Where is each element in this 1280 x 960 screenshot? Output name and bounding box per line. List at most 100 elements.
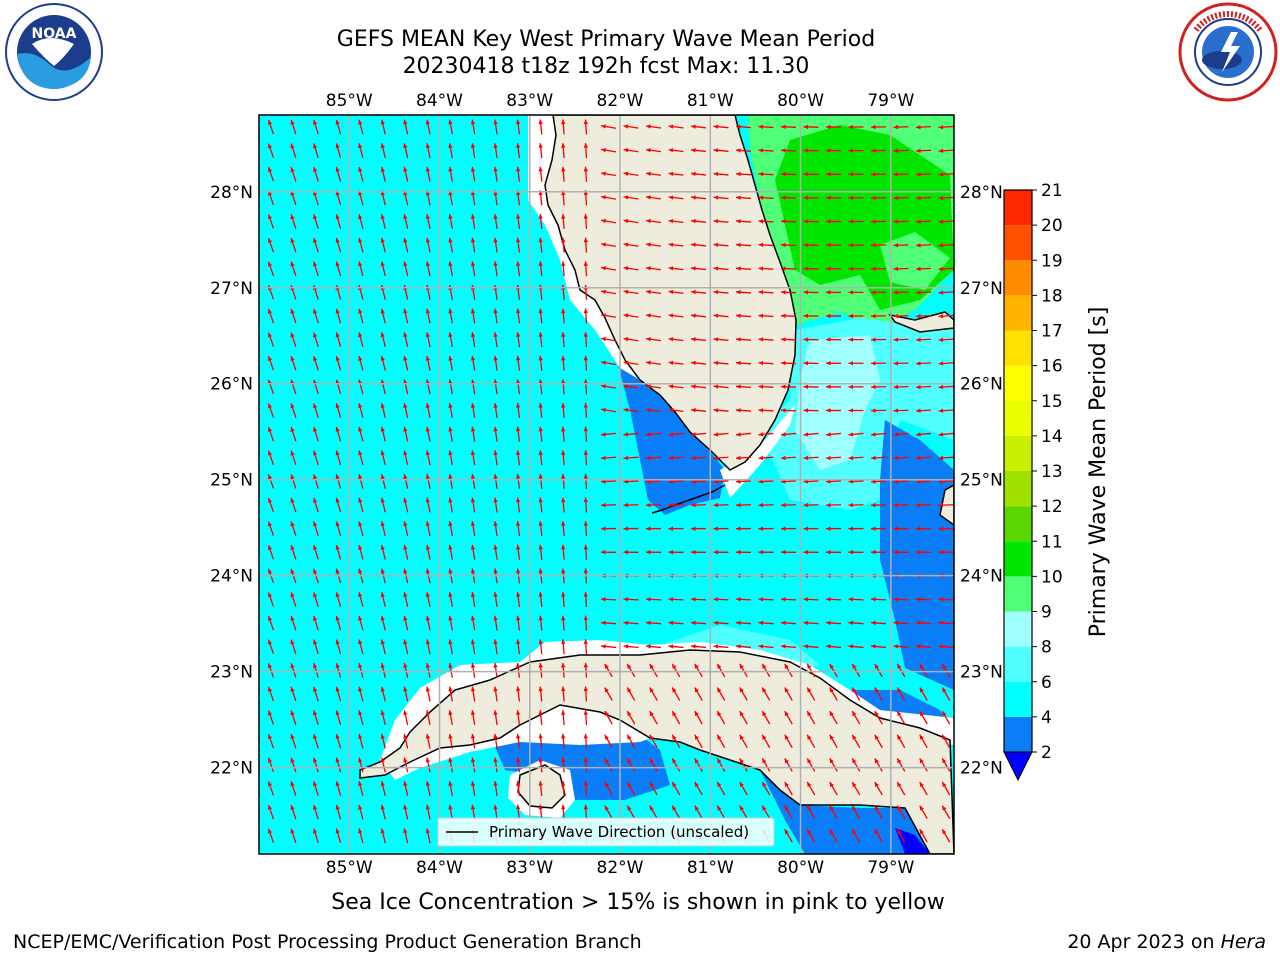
wave-arrow-head — [515, 450, 521, 456]
wave-arrow-head — [691, 408, 696, 413]
wave-arrow-head — [313, 615, 318, 621]
wave-arrow-head — [403, 804, 408, 810]
wave-arrow-head — [668, 360, 674, 366]
wave-arrow-head — [739, 711, 744, 717]
wave-arrow-head — [848, 620, 854, 626]
wave-arrow-head — [736, 644, 741, 649]
wave-arrow-head — [403, 639, 408, 645]
wave-arrow-head — [380, 686, 385, 692]
wave-arrow-head — [623, 266, 629, 271]
wave-arrow-head — [826, 195, 831, 201]
wave-arrow-head — [583, 781, 588, 786]
wave-arrow-head — [803, 124, 809, 130]
wave-arrow-head — [781, 360, 786, 366]
wave-arrow-head — [493, 403, 498, 408]
wave-arrow-head — [694, 663, 699, 669]
wave-arrow-head — [893, 550, 899, 555]
wave-arrow-head — [736, 124, 741, 129]
wave-arrow-head — [313, 804, 318, 810]
wave-arrow-head — [649, 782, 654, 787]
colorbar-tick-label: 9 — [1041, 603, 1052, 623]
wave-arrow-head — [267, 167, 273, 173]
wave-arrow-head — [380, 355, 385, 361]
wave-arrow-head — [717, 663, 722, 669]
wave-arrow-head — [425, 426, 431, 432]
wave-arrow-head — [358, 497, 363, 503]
wave-arrow-head — [425, 261, 431, 267]
wave-arrow-head — [871, 266, 876, 271]
wave-arrow-head — [493, 757, 498, 763]
wave-arrow-head — [403, 450, 408, 456]
wave-arrow-head — [672, 734, 677, 740]
wave-arrow-head — [713, 219, 719, 224]
wave-arrow-head — [313, 663, 318, 669]
wave-arrow-head — [583, 568, 588, 574]
wave-arrow-head — [403, 686, 408, 692]
wave-arrow-head — [583, 403, 588, 408]
wave-arrow-head — [646, 313, 651, 318]
wave-arrow-head — [493, 261, 498, 267]
wave-arrow-head — [313, 167, 318, 173]
wave-arrow-head — [826, 408, 831, 413]
wave-arrow-head — [448, 544, 453, 550]
wave-arrow-head — [803, 455, 809, 461]
wave-arrow-head — [448, 568, 453, 574]
wave-arrow-head — [826, 266, 831, 271]
map-frame — [258, 114, 955, 855]
wave-arrow-head — [739, 782, 744, 787]
wave-arrow-head — [736, 266, 741, 271]
wave-arrow-head — [627, 687, 632, 693]
lat-label-left: 22°N — [210, 759, 253, 779]
wave-arrow-head — [403, 143, 408, 149]
wave-arrow-head — [583, 332, 588, 337]
wave-arrow-head — [493, 190, 498, 196]
wave-arrow-head — [267, 592, 273, 598]
wave-arrow-head — [561, 662, 566, 668]
wave-arrow-head — [335, 403, 340, 409]
wave-arrow-head — [784, 711, 789, 717]
wave-arrow-head — [493, 544, 498, 550]
wave-arrow-head — [493, 332, 498, 337]
wave-arrow-head — [871, 219, 876, 224]
wave-arrow-head — [380, 474, 385, 479]
wave-arrow-head — [290, 450, 295, 456]
wave-arrow-head — [290, 616, 295, 621]
wave-arrow-head — [784, 829, 789, 835]
wave-arrow-head — [672, 687, 677, 693]
wave-arrow-head — [604, 782, 609, 787]
wave-arrow-head — [561, 166, 566, 172]
wave-arrow-head — [561, 355, 566, 361]
map-subtitle: 20230418 t18z 192h fcst Max: 11.30 — [402, 54, 810, 79]
colorbar-tick-label: 20 — [1041, 216, 1063, 236]
wave-arrow-head — [335, 214, 340, 220]
wave-arrow-head — [829, 805, 834, 811]
wave-arrow-head — [713, 148, 719, 153]
wave-arrow-head — [758, 360, 764, 366]
wave-arrow-head — [538, 662, 543, 668]
colorbar-tick-label: 17 — [1041, 322, 1063, 342]
wave-arrow-head — [739, 687, 744, 693]
wave-arrow-head — [781, 148, 786, 153]
wave-arrow-head — [583, 143, 588, 148]
wave-arrow-head — [448, 426, 453, 432]
wave-arrow-head — [290, 356, 295, 362]
wave-arrow-head — [403, 733, 408, 739]
wave-arrow-head — [736, 432, 741, 437]
wave-arrow-head — [807, 758, 812, 764]
wave-arrow-head — [893, 432, 899, 437]
wave-arrow-head — [313, 497, 318, 503]
colorbar-tick-label: 10 — [1041, 567, 1063, 587]
wave-arrow-head — [583, 190, 588, 196]
wave-arrow-head — [668, 313, 674, 318]
wave-arrow-head — [807, 734, 812, 740]
wave-arrow-head — [871, 408, 876, 413]
wave-arrow-head — [713, 455, 719, 461]
wave-arrow-head — [601, 620, 606, 626]
wave-arrow-head — [649, 663, 654, 669]
wave-arrow-head — [758, 195, 764, 200]
wave-arrow-head — [380, 568, 385, 574]
colorbar-band — [1004, 506, 1032, 542]
wave-arrow-head — [758, 384, 764, 389]
wave-arrow-head — [781, 171, 786, 177]
wave-arrow-head — [538, 214, 543, 219]
